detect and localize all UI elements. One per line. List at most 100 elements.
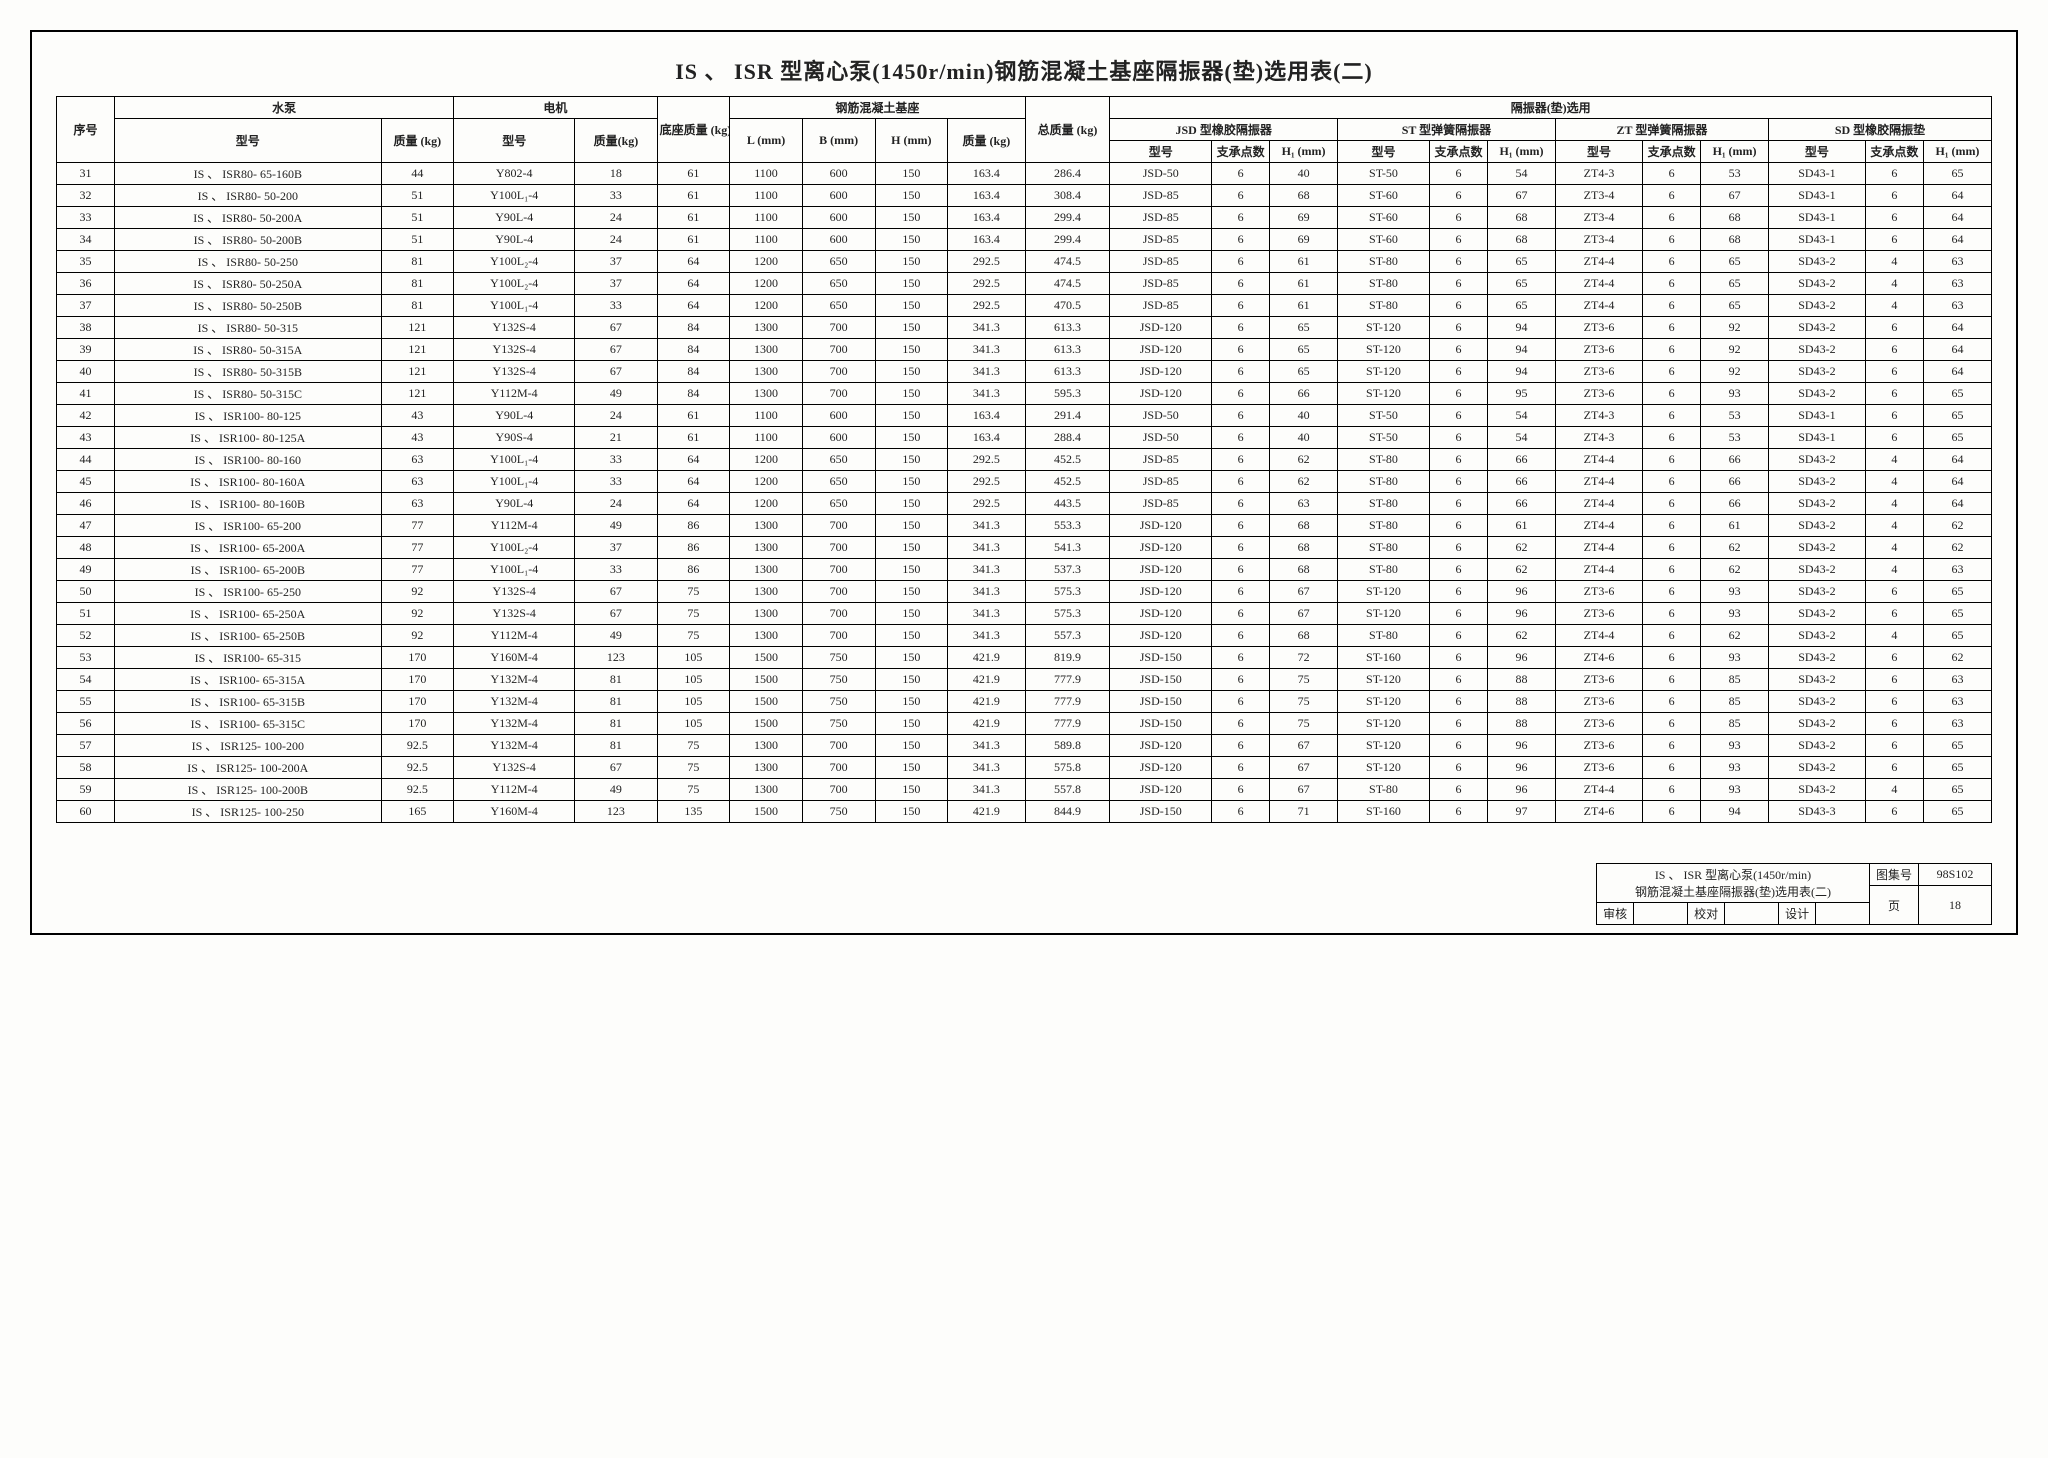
cell-L: 1300 xyxy=(730,383,803,405)
cell-L: 1200 xyxy=(730,449,803,471)
cell-pm: IS 、 ISR100- 80-160B xyxy=(115,493,381,515)
cell-n: 43 xyxy=(57,427,115,449)
cell-dh: 65 xyxy=(1923,779,1991,801)
cell-sn: 6 xyxy=(1430,207,1488,229)
cell-n: 53 xyxy=(57,647,115,669)
cell-sn: 6 xyxy=(1430,361,1488,383)
cell-dh: 62 xyxy=(1923,537,1991,559)
cell-zh: 93 xyxy=(1701,383,1769,405)
cell-pw: 92.5 xyxy=(381,757,454,779)
cell-H: 150 xyxy=(875,383,948,405)
cell-jn: 6 xyxy=(1212,449,1270,471)
cell-pm: IS 、 ISR100- 65-250B xyxy=(115,625,381,647)
cell-zm: ZT3-6 xyxy=(1555,691,1642,713)
cell-mm: Y132M-4 xyxy=(454,713,575,735)
cell-mm: Y132M-4 xyxy=(454,691,575,713)
cell-jn: 6 xyxy=(1212,669,1270,691)
cell-L: 1200 xyxy=(730,295,803,317)
cell-pm: IS 、 ISR100- 80-125A xyxy=(115,427,381,449)
cell-cm: 163.4 xyxy=(948,405,1025,427)
cell-H: 150 xyxy=(875,339,948,361)
cell-zm: ZT4-4 xyxy=(1555,449,1642,471)
cell-n: 40 xyxy=(57,361,115,383)
cell-sm: ST-120 xyxy=(1337,339,1429,361)
cell-dm: SD43-2 xyxy=(1768,361,1865,383)
cell-sh: 96 xyxy=(1488,757,1556,779)
cell-B: 700 xyxy=(802,581,875,603)
cell-sn: 6 xyxy=(1430,295,1488,317)
cell-mm: Y100L₁-4 xyxy=(454,559,575,581)
col-pump-model: 型号 xyxy=(115,119,381,163)
cell-dh: 65 xyxy=(1923,427,1991,449)
cell-jm: JSD-85 xyxy=(1110,273,1212,295)
cell-sh: 67 xyxy=(1488,185,1556,207)
col-pump-mass: 质量 (kg) xyxy=(381,119,454,163)
cell-sm: ST-120 xyxy=(1337,669,1429,691)
cell-tw: 613.3 xyxy=(1025,361,1110,383)
cell-dn: 6 xyxy=(1865,427,1923,449)
cell-n: 46 xyxy=(57,493,115,515)
cell-L: 1300 xyxy=(730,339,803,361)
col-isolator: 隔振器(垫)选用 xyxy=(1110,97,1992,119)
cell-H: 150 xyxy=(875,625,948,647)
cell-zn: 6 xyxy=(1643,691,1701,713)
cell-sn: 6 xyxy=(1430,317,1488,339)
cell-jh: 75 xyxy=(1270,691,1338,713)
cell-L: 1300 xyxy=(730,581,803,603)
cell-dn: 6 xyxy=(1865,317,1923,339)
cell-mw: 33 xyxy=(575,471,657,493)
cell-n: 54 xyxy=(57,669,115,691)
cell-pw: 92.5 xyxy=(381,735,454,757)
cell-tw: 557.8 xyxy=(1025,779,1110,801)
cell-B: 600 xyxy=(802,229,875,251)
cell-H: 150 xyxy=(875,581,948,603)
cell-dm: SD43-2 xyxy=(1768,317,1865,339)
cell-cm: 163.4 xyxy=(948,207,1025,229)
cell-jn: 6 xyxy=(1212,757,1270,779)
cell-sn: 6 xyxy=(1430,185,1488,207)
cell-sn: 6 xyxy=(1430,339,1488,361)
cell-zn: 6 xyxy=(1643,801,1701,823)
cell-mw: 24 xyxy=(575,493,657,515)
cell-H: 150 xyxy=(875,647,948,669)
cell-mm: Y90S-4 xyxy=(454,427,575,449)
col-seq: 序号 xyxy=(57,97,115,163)
cell-H: 150 xyxy=(875,273,948,295)
cell-B: 600 xyxy=(802,185,875,207)
cell-B: 650 xyxy=(802,273,875,295)
col-st-h1: H₁ (mm) xyxy=(1488,141,1556,163)
cell-tw: 474.5 xyxy=(1025,273,1110,295)
cell-tw: 777.9 xyxy=(1025,713,1110,735)
cell-mw: 81 xyxy=(575,735,657,757)
cell-tw: 537.3 xyxy=(1025,559,1110,581)
cell-sn: 6 xyxy=(1430,603,1488,625)
cell-dm: SD43-2 xyxy=(1768,713,1865,735)
cell-pw: 77 xyxy=(381,515,454,537)
cell-dn: 6 xyxy=(1865,669,1923,691)
cell-zh: 53 xyxy=(1701,405,1769,427)
cell-H: 150 xyxy=(875,493,948,515)
table-row: 45IS 、 ISR100- 80-160A63Y100L₁-433641200… xyxy=(57,471,1992,493)
cell-jh: 68 xyxy=(1270,625,1338,647)
cell-sm: ST-80 xyxy=(1337,471,1429,493)
cell-zh: 65 xyxy=(1701,273,1769,295)
cell-zn: 6 xyxy=(1643,229,1701,251)
cell-mm: Y160M-4 xyxy=(454,647,575,669)
cell-bw: 75 xyxy=(657,757,730,779)
col-jsd-n: 支承点数 xyxy=(1212,141,1270,163)
cell-jm: JSD-120 xyxy=(1110,625,1212,647)
cell-dm: SD43-2 xyxy=(1768,757,1865,779)
cell-jh: 66 xyxy=(1270,383,1338,405)
cell-dh: 63 xyxy=(1923,559,1991,581)
cell-jn: 6 xyxy=(1212,515,1270,537)
cell-mw: 33 xyxy=(575,295,657,317)
cell-cm: 341.3 xyxy=(948,625,1025,647)
cell-n: 52 xyxy=(57,625,115,647)
cell-L: 1100 xyxy=(730,207,803,229)
cell-L: 1200 xyxy=(730,273,803,295)
cell-jm: JSD-120 xyxy=(1110,339,1212,361)
cell-mw: 33 xyxy=(575,559,657,581)
cell-jh: 40 xyxy=(1270,405,1338,427)
cell-pm: IS 、 ISR100- 65-200 xyxy=(115,515,381,537)
cell-H: 150 xyxy=(875,229,948,251)
